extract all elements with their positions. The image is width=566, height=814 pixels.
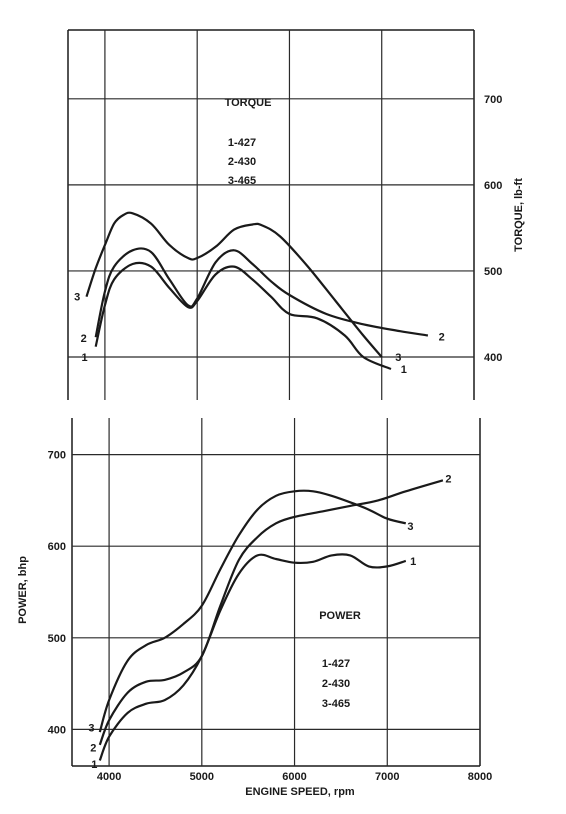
power-curve-label: 2	[90, 743, 96, 755]
torque-chart: 400 500 600 700 TORQUE, lb-ft TORQUE 1-427 2-43…	[67, 29, 525, 400]
torque-series-1-line	[94, 261, 392, 371]
power-legend-bg	[308, 650, 370, 716]
power-y-tick-label: 500	[48, 633, 66, 645]
power-y-tick-label: 600	[48, 541, 66, 553]
torque-legend-entry: 3-465	[228, 175, 256, 187]
torque-curve-label: 2	[81, 333, 87, 345]
torque-y-axis-label: TORQUE, lb-ft	[513, 178, 525, 252]
power-curve-label: 1	[91, 759, 97, 771]
power-chart: 4000 5000 6000 7000 8000 400 500 600 700 ENGINE S…	[17, 418, 492, 798]
power-x-tick-label: 8000	[468, 771, 492, 783]
torque-y-tick-label: 400	[484, 352, 502, 364]
power-curve-label: 2	[445, 473, 451, 485]
power-curve-label: 3	[88, 723, 94, 735]
torque-curve-label: 2	[439, 331, 445, 343]
torque-y-tick-label: 500	[484, 266, 502, 278]
torque-title: TORQUE	[225, 97, 272, 109]
torque-legend-entry: 2-430	[228, 156, 256, 168]
power-curve-label: 1	[410, 556, 416, 568]
power-x-axis-label: ENGINE SPEED, rpm	[245, 786, 355, 798]
power-legend-entry: 2-430	[322, 678, 350, 690]
power-curve-label: 3	[407, 521, 413, 533]
torque-legend-entry: 1-427	[228, 137, 256, 149]
torque-legend-bg	[210, 130, 274, 184]
power-x-tick-label: 4000	[97, 771, 121, 783]
torque-curve-label: 1	[82, 352, 88, 364]
power-x-tick-label: 6000	[282, 771, 306, 783]
power-y-tick-label: 400	[48, 724, 66, 736]
power-x-tick-label: 5000	[190, 771, 214, 783]
power-x-tick-label: 7000	[375, 771, 399, 783]
power-y-tick-label: 700	[48, 450, 66, 462]
torque-series-3-line	[85, 211, 383, 358]
torque-y-tick-label: 600	[484, 180, 502, 192]
power-title-bg	[308, 600, 360, 622]
power-legend-entry: 3-465	[322, 698, 350, 710]
torque-curve-label: 3	[74, 292, 80, 304]
torque-curve-label: 1	[401, 364, 407, 376]
power-series-1-line	[98, 553, 407, 761]
power-title: POWER	[319, 610, 361, 622]
torque-series-2-line	[94, 247, 429, 338]
power-series-3-line	[98, 489, 407, 733]
power-y-axis-label: POWER, bhp	[17, 556, 29, 624]
torque-y-tick-label: 700	[484, 94, 502, 106]
torque-curve-label: 3	[395, 352, 401, 364]
power-legend-entry: 1-427	[322, 658, 350, 670]
